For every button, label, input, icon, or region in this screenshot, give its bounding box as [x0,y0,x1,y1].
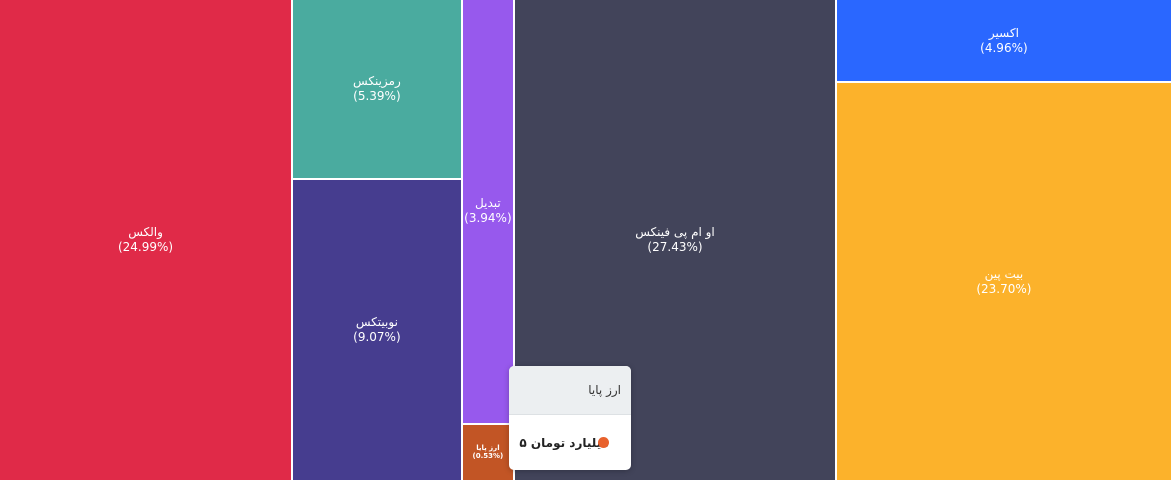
tooltip-title: ارز پایا [509,366,631,415]
tile-label: رمزینکس [353,73,401,88]
treemap-tile[interactable]: اکسیر (4.96%) [836,0,1173,84]
treemap-tile[interactable]: نوبیتکس (9.07%) [293,179,463,482]
tile-percent: (3.94%) [464,211,512,226]
tile-percent: (5.39%) [353,88,401,103]
tile-label: او ام پی فینکس [635,225,715,239]
tile-label: اکسیر [988,25,1019,40]
tile-label: والکس [128,225,163,239]
tile-percent: (9.07%) [353,329,401,344]
tooltip-body: ۵ میلیارد تومان [509,415,631,470]
treemap-tile[interactable]: تبدیل (3.94%) [462,0,516,425]
tile-label: بیت پین [984,266,1024,281]
tile-percent: (4.96%) [980,40,1028,55]
series-dot-icon [598,437,609,448]
tile-percent: (0.53%) [472,452,504,461]
chart-tooltip: ارز پایا ۵ میلیارد تومان [509,366,631,470]
tooltip-value: ۵ میلیارد تومان [519,435,609,450]
treemap-tile[interactable]: والکس (24.99%) [0,0,294,482]
tile-label: ارز پایا [476,443,500,452]
tile-percent: (27.43%) [647,240,703,254]
tile-label: نوبیتکس [355,314,398,329]
tile-percent: (24.99%) [117,240,174,254]
treemap-tile[interactable]: رمزینکس (5.39%) [293,0,463,180]
treemap-tile[interactable]: بیت پین (23.70%) [836,83,1173,482]
tile-label: تبدیل [475,196,501,211]
tile-percent: (23.70%) [976,281,1032,296]
treemap-tile[interactable]: ارز پایا (0.53%) [462,424,516,482]
